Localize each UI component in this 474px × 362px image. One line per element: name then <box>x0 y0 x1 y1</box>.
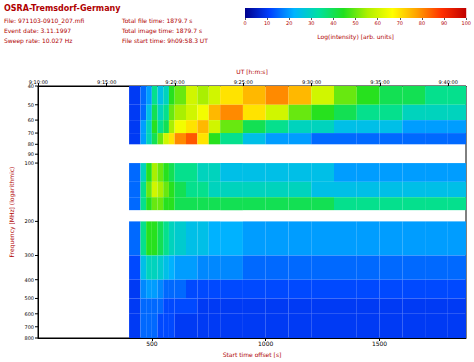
svg-text:File start time: 9h09:58.3 UT: File start time: 9h09:58.3 UT <box>122 37 208 44</box>
svg-text:Frequency [MHz] (logarithmic): Frequency [MHz] (logarithmic) <box>8 167 16 258</box>
svg-text:60: 60 <box>375 20 381 26</box>
svg-text:40: 40 <box>27 83 34 89</box>
svg-text:400: 400 <box>24 277 34 283</box>
svg-text:9:35:00: 9:35:00 <box>370 79 389 85</box>
svg-text:500: 500 <box>24 295 34 301</box>
svg-text:9:25:00: 9:25:00 <box>234 79 253 85</box>
svg-text:300: 300 <box>24 252 34 258</box>
svg-text:100: 100 <box>24 160 34 166</box>
svg-text:20: 20 <box>286 20 292 26</box>
svg-text:9:30:00: 9:30:00 <box>302 79 321 85</box>
svg-text:Event date: 3.11.1997: Event date: 3.11.1997 <box>4 27 71 34</box>
svg-text:70: 70 <box>397 20 403 26</box>
svg-text:50: 50 <box>28 102 34 108</box>
svg-text:600: 600 <box>24 311 34 317</box>
svg-text:70: 70 <box>28 130 34 136</box>
svg-text:50: 50 <box>352 20 358 26</box>
svg-text:0: 0 <box>243 20 246 26</box>
svg-text:100: 100 <box>461 20 471 26</box>
svg-text:1000: 1000 <box>258 340 273 347</box>
svg-text:9:10:00: 9:10:00 <box>29 79 48 85</box>
svg-text:Sweep rate: 10.027 Hz: Sweep rate: 10.027 Hz <box>4 37 73 45</box>
svg-text:90: 90 <box>441 20 447 26</box>
svg-text:10: 10 <box>264 20 270 26</box>
svg-text:80: 80 <box>419 20 425 26</box>
svg-text:File: 971103-0910_207.mfi: File: 971103-0910_207.mfi <box>4 17 85 25</box>
svg-text:40: 40 <box>330 20 336 26</box>
svg-text:Total image time: 1879.7 s: Total image time: 1879.7 s <box>121 27 202 35</box>
svg-text:Start time offset [s]: Start time offset [s] <box>223 351 282 358</box>
svg-text:UT [h:m:s]: UT [h:m:s] <box>236 68 267 75</box>
svg-text:90: 90 <box>28 151 34 157</box>
svg-text:200: 200 <box>24 218 34 224</box>
svg-text:800: 800 <box>24 335 34 341</box>
svg-text:80: 80 <box>28 141 34 147</box>
svg-text:700: 700 <box>24 324 34 330</box>
svg-text:60: 60 <box>28 117 34 123</box>
svg-text:500: 500 <box>146 340 158 347</box>
svg-text:Log(intensity) [arb. units]: Log(intensity) [arb. units] <box>317 33 394 41</box>
svg-text:9:40:00: 9:40:00 <box>439 79 458 85</box>
svg-text:9:15:00: 9:15:00 <box>97 79 116 85</box>
svg-text:30: 30 <box>308 20 314 26</box>
svg-text:1500: 1500 <box>372 340 387 347</box>
svg-text:OSRA-Tremsdorf-Germany: OSRA-Tremsdorf-Germany <box>4 4 121 13</box>
svg-text:9:20:00: 9:20:00 <box>165 79 184 85</box>
svg-text:Total file time: 1879.7 s: Total file time: 1879.7 s <box>121 17 192 24</box>
